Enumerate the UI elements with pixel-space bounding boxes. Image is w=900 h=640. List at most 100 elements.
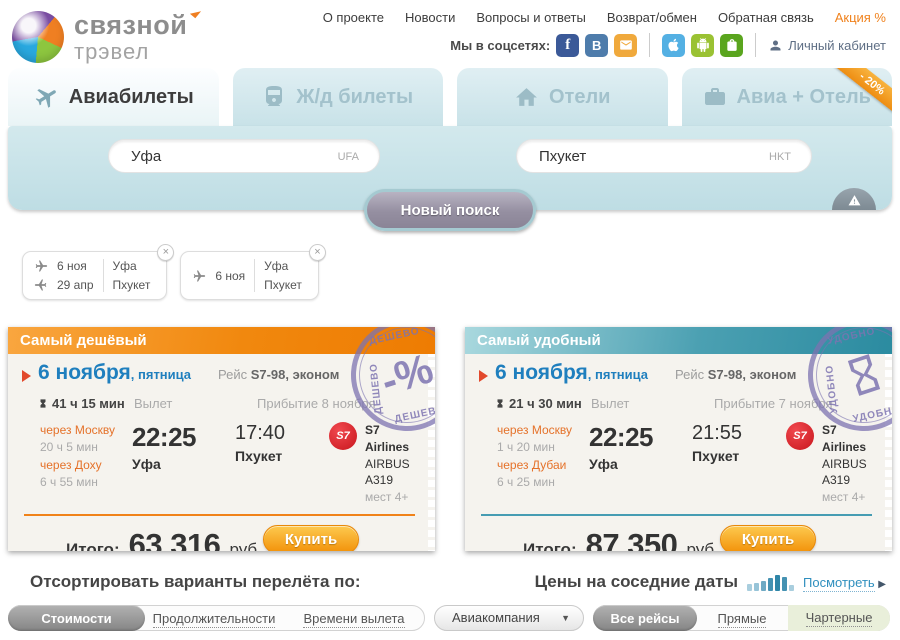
play-market-icon[interactable] <box>720 33 744 57</box>
sort-by-departure-button[interactable]: Времени вылета <box>303 610 405 628</box>
duration: 21 ч 30 мин <box>495 396 591 411</box>
from-field: UFA <box>108 139 380 173</box>
globe-logo-icon <box>12 11 64 63</box>
divider <box>649 33 651 57</box>
sort-by-cost-button[interactable]: Стоимости <box>8 605 145 631</box>
depart-city: Уфа <box>132 456 161 472</box>
via-stops: через Москву 20 ч 5 мин через Доху 6 ч 5… <box>40 423 116 490</box>
view-link[interactable]: Посмотреть ▶ <box>803 575 886 592</box>
stamp-word: Удобно <box>851 404 892 425</box>
nav-promo[interactable]: Акция % <box>834 10 886 25</box>
route-chip-roundtrip[interactable]: 6 ноя 29 апр Уфа Пхукет × <box>22 244 175 300</box>
aircraft: AIRBUS A319 <box>822 456 867 488</box>
search-form: UFA HKT <box>8 126 892 210</box>
bullet-icon <box>479 370 488 382</box>
airline-logo: S7 <box>329 422 357 450</box>
route-chip-oneway[interactable]: 6 ноя Уфа Пхукет × <box>180 244 326 300</box>
bar-chart-icon <box>747 575 794 592</box>
nearby-label: Цены на соседние даты <box>534 572 738 591</box>
ticket-cards: Самый дешёвый -% Дешево Дешево Дешево 6 … <box>8 327 892 551</box>
buy-button[interactable]: Купить <box>720 524 816 551</box>
facebook-icon[interactable]: f <box>556 33 580 57</box>
divider <box>24 513 415 516</box>
chevron-down-icon: ▼ <box>561 613 570 623</box>
flight-date: 6 ноября, пятница <box>495 361 649 384</box>
via-stops: через Москву 1 ч 20 мин через Дубаи 6 ч … <box>497 423 573 490</box>
departure: 22:25 Уфа <box>589 422 692 506</box>
logo[interactable]: связной трэвел <box>12 6 202 66</box>
account-link[interactable]: Личный кабинет <box>768 38 886 53</box>
from-city: Уфа <box>264 259 289 273</box>
close-icon[interactable]: × <box>308 244 326 261</box>
arrive-city: Пхукет <box>235 448 283 464</box>
divider <box>254 259 256 292</box>
warning-expander[interactable] <box>832 188 876 210</box>
stamp-word: Дешево <box>393 403 435 426</box>
nav-faq[interactable]: Вопросы и ответы <box>476 10 586 25</box>
stamp-word: Дешево <box>368 327 421 348</box>
filter-charter-button[interactable]: Чартерные <box>788 605 890 631</box>
chip-dates: 6 ноя 29 апр <box>57 259 94 292</box>
logo-sub: трэвел <box>74 38 150 64</box>
arrive-time: 21:55 <box>692 422 743 444</box>
saved-routes: 6 ноя 29 апр Уфа Пхукет × 6 ноя Уфа Пхук… <box>22 244 900 300</box>
plane-left-icon <box>34 279 47 291</box>
date: 6 ноя <box>215 268 246 283</box>
price-row: Итого: 87 350 руб. Купить <box>479 516 880 551</box>
airline-name: S7 Airlines <box>822 423 867 454</box>
flight-number: Рейс S7-98, эконом <box>218 367 340 382</box>
stamp-word: Удобно <box>826 327 877 347</box>
warning-icon <box>848 195 860 206</box>
plane-icon <box>35 89 56 108</box>
tab-hotels[interactable]: Отели <box>457 68 668 126</box>
nav-news[interactable]: Новости <box>405 10 456 25</box>
to-field: HKT <box>516 139 812 173</box>
buy-button[interactable]: Купить <box>263 524 359 551</box>
android-app-icon[interactable] <box>691 33 715 57</box>
social-label: Мы в соцсетях: <box>450 37 551 53</box>
out-city: Уфа <box>112 259 137 273</box>
nav-feedback[interactable]: Обратная связь <box>717 10 814 25</box>
bullet-icon <box>22 370 31 382</box>
hourglass-icon <box>40 398 46 408</box>
logo-text: связной трэвел <box>74 6 202 64</box>
back-city: Пхукет <box>112 278 151 292</box>
hourglass-icon <box>497 398 503 408</box>
top-bar: связной трэвел О проекте Новости Вопросы… <box>0 0 900 66</box>
arrival: 17:40 Пхукет <box>235 422 329 506</box>
airline-dropdown-label: Авиакомпания <box>452 610 540 625</box>
departure: 22:25 Уфа <box>132 422 235 506</box>
close-icon[interactable]: × <box>157 244 175 261</box>
depart-label: Вылет <box>591 395 630 411</box>
airline-dropdown[interactable]: Авиакомпания ▼ <box>434 605 584 631</box>
plane-right-icon <box>35 260 48 272</box>
to-input[interactable] <box>517 140 811 172</box>
header-right: О проекте Новости Вопросы и ответы Возвр… <box>323 8 886 66</box>
sort-by-duration-button[interactable]: Продолжительности <box>152 610 276 628</box>
filter-all-button[interactable]: Все рейсы <box>593 605 697 631</box>
tab-rail[interactable]: Ж/д билеты <box>232 68 443 126</box>
flight-date: 6 ноября, пятница <box>38 361 192 384</box>
nav-refund[interactable]: Возврат/обмен <box>606 10 697 25</box>
out-date: 6 ноя <box>57 259 87 273</box>
depart-time: 22:25 <box>132 422 197 452</box>
chip-cities: Уфа Пхукет <box>264 259 302 292</box>
tab-avia-hotel[interactable]: Авиа + Отель - 20% <box>681 68 892 126</box>
airline-logo: S7 <box>786 422 814 450</box>
depart-city: Уфа <box>589 456 618 472</box>
chip-cities: Уфа Пхукет <box>113 259 151 292</box>
to-city: Пхукет <box>264 278 302 292</box>
tab-avia[interactable]: Авиабилеты <box>8 68 219 126</box>
sort-heading: Отсортировать варианты перелёта по: <box>30 572 361 591</box>
airline-name: S7 Airlines <box>365 423 410 454</box>
nav-about[interactable]: О проекте <box>322 10 385 25</box>
new-search-button[interactable]: Новый поиск <box>364 189 536 231</box>
sort-group: Стоимости Продолжительности Времени выле… <box>8 605 425 631</box>
suitcase-icon <box>704 88 725 105</box>
email-icon[interactable] <box>614 33 638 57</box>
filter-direct-button[interactable]: Прямые <box>717 610 767 628</box>
vk-icon[interactable]: B <box>585 33 609 57</box>
apple-app-icon[interactable] <box>662 33 686 57</box>
seats-left: мест 4+ <box>365 490 409 505</box>
from-input[interactable] <box>109 140 379 172</box>
